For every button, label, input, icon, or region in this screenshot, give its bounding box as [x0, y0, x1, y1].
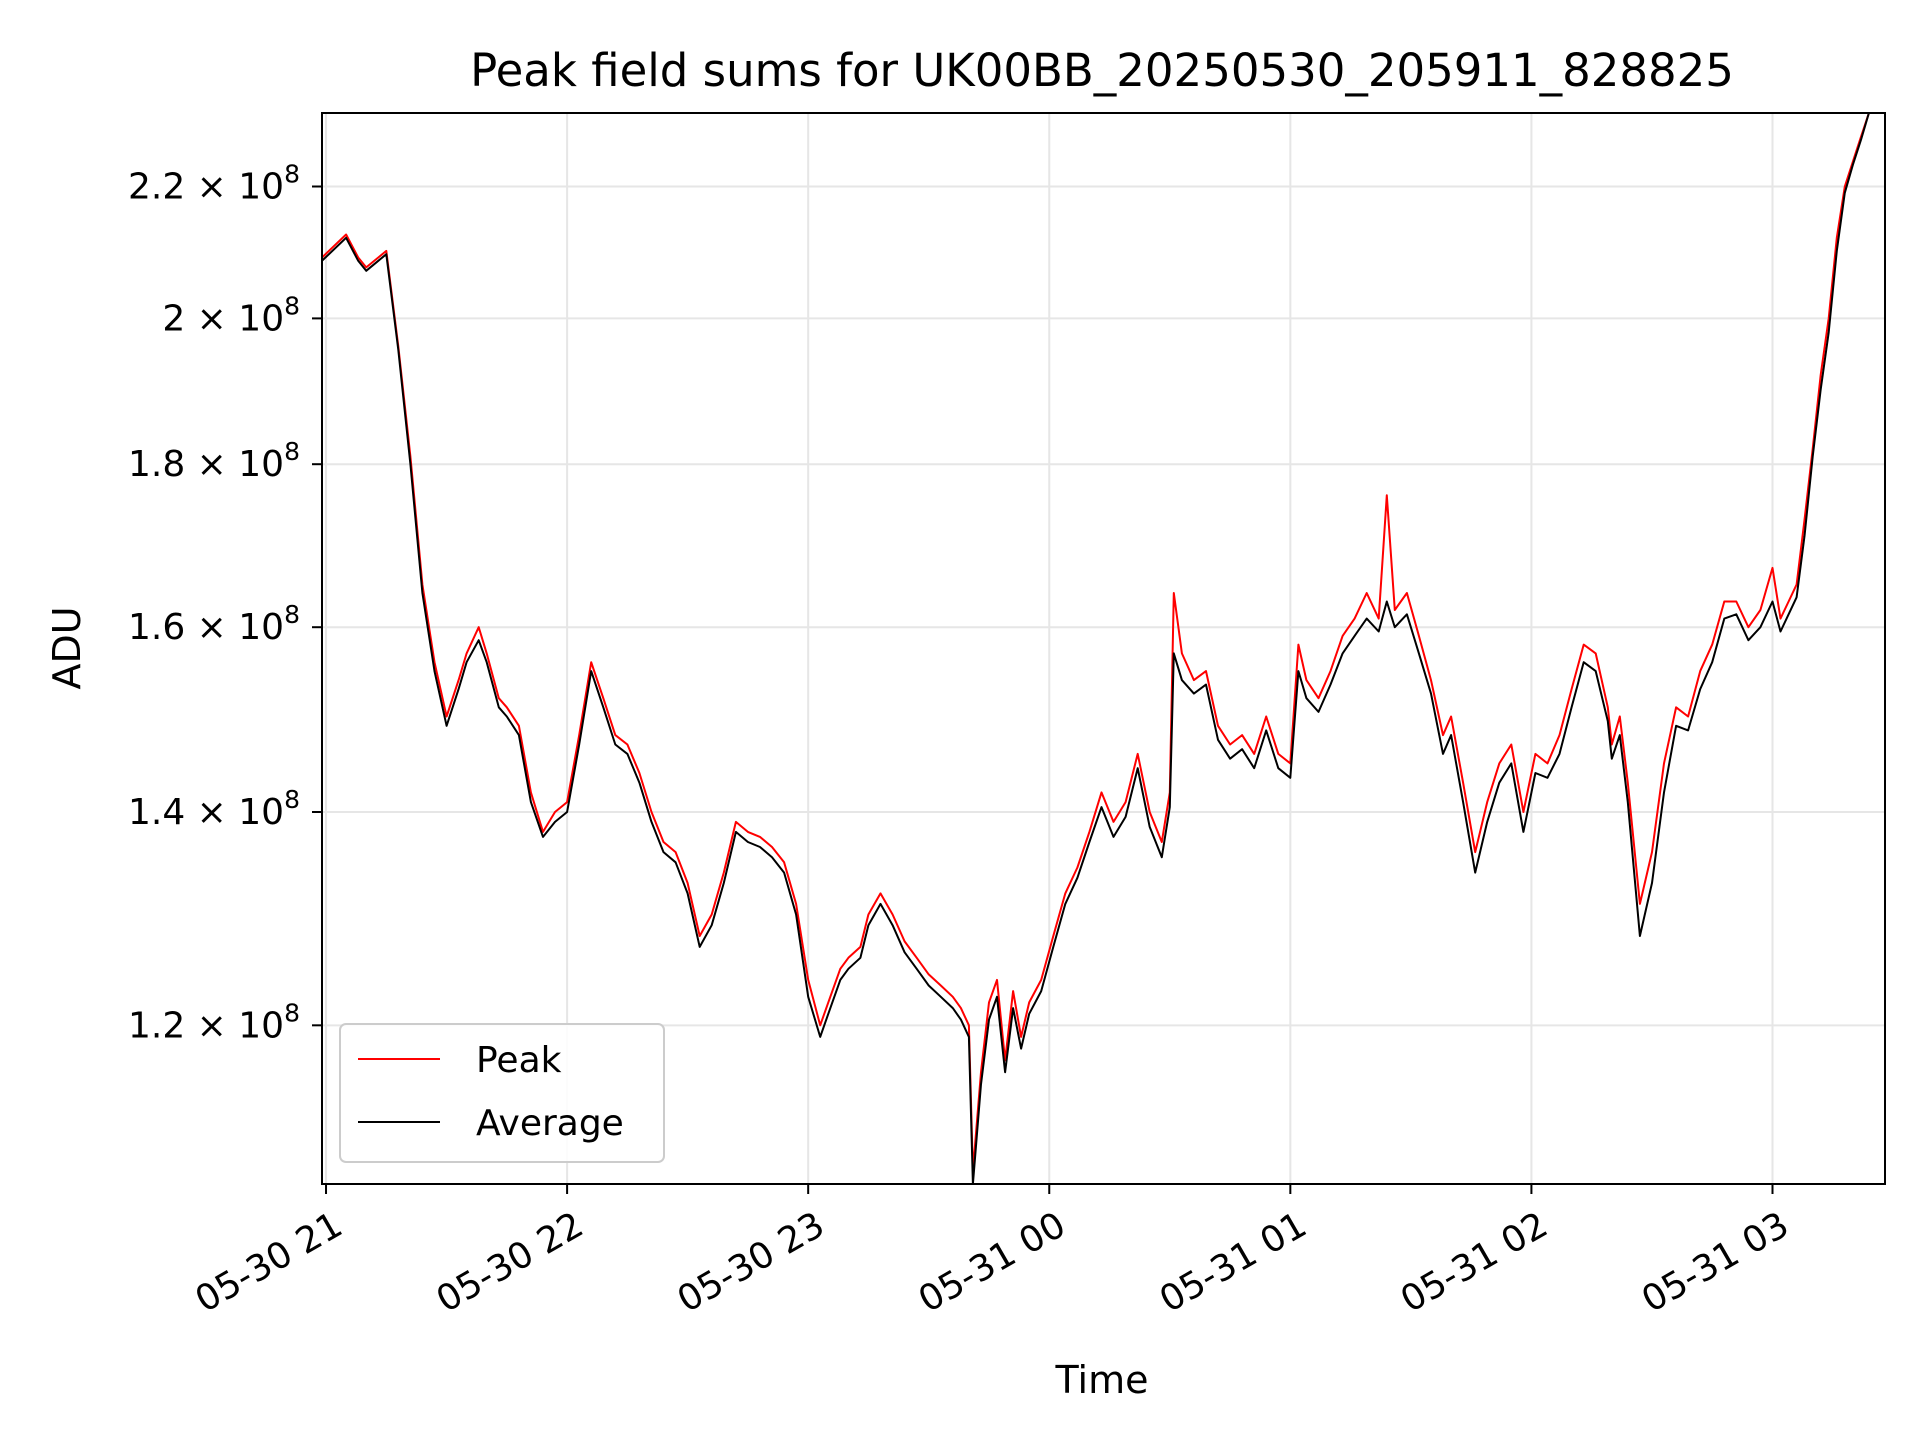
y-tick-label: 2 × 108 [162, 291, 300, 339]
chart-title: Peak field sums for UK00BB_20250530_2059… [470, 44, 1734, 97]
series-line-average [322, 113, 1870, 1184]
legend: Peak Average [339, 1023, 665, 1163]
y-tick-label: 1.6 × 108 [128, 600, 300, 648]
y-tick-label: 1.4 × 108 [128, 785, 300, 833]
y-tick-label: 1.2 × 108 [128, 998, 300, 1046]
series-line-peak [322, 113, 1870, 1173]
legend-label-peak: Peak [476, 1040, 562, 1081]
y-tick-label: 1.8 × 108 [128, 437, 300, 485]
y-axis: 1.2 × 108 1.4 × 108 1.6 × 108 1.8 × 108 2 × … [128, 159, 322, 1046]
x-axis-label: Time [1055, 1358, 1149, 1402]
y-axis-label: ADU [45, 606, 89, 689]
plot-frame [321, 112, 1886, 1185]
y-tick-label: 2.2 × 108 [128, 159, 300, 207]
legend-label-average: Average [476, 1103, 624, 1144]
